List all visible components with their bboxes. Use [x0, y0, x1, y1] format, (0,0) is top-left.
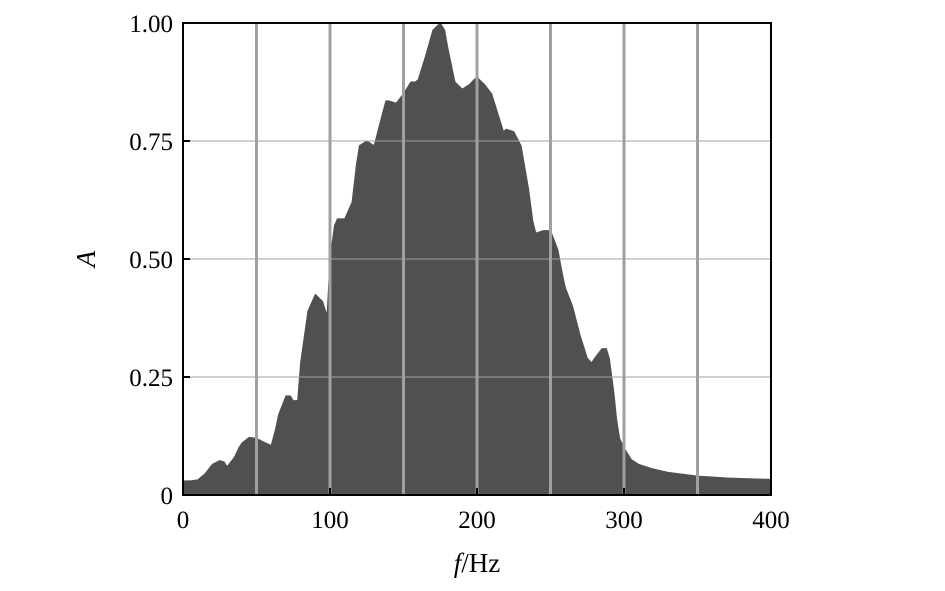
y-tick-label: 0.25 — [129, 365, 173, 392]
y-axis-label: A — [71, 250, 101, 269]
gridlines — [183, 23, 771, 495]
y-tick-label: 0.50 — [129, 247, 173, 274]
x-tick-label: 300 — [605, 507, 643, 534]
y-tick-label: 0 — [161, 483, 174, 510]
x-axis-label-unit: /Hz — [461, 548, 500, 578]
x-tick-label: 200 — [458, 507, 496, 534]
y-tick-label: 0.75 — [129, 129, 173, 156]
x-axis-label-symbol: f — [454, 548, 465, 578]
x-tick-label: 0 — [177, 507, 190, 534]
x-tick-label: 400 — [752, 507, 790, 534]
x-tick-label: 100 — [311, 507, 349, 534]
axis-ticks: 0 100 200 300 400 0 0.25 0.50 0.75 1.00 — [129, 11, 790, 534]
y-tick-label: 1.00 — [129, 11, 173, 38]
x-axis-label: f/Hz — [454, 548, 501, 578]
